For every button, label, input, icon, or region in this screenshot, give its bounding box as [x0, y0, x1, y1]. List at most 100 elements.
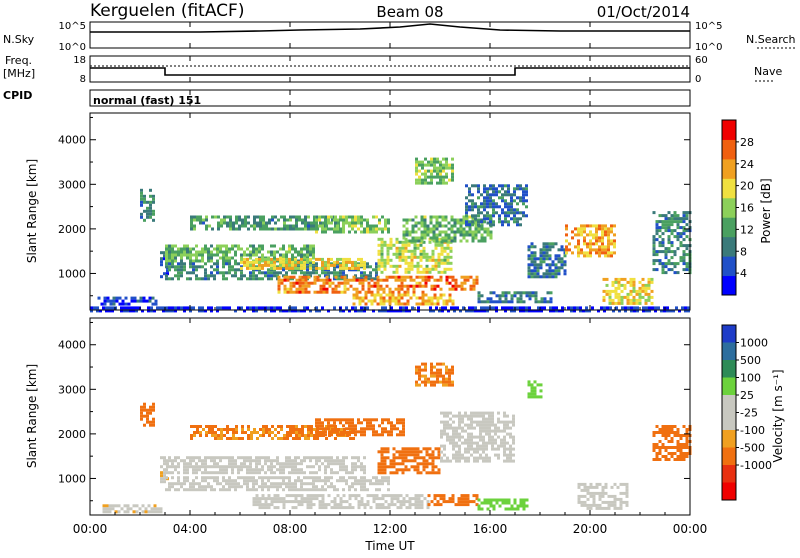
data-bin: [443, 423, 446, 427]
data-bin: [303, 266, 306, 270]
data-bin: [402, 306, 405, 310]
data-bin: [276, 482, 279, 486]
data-bin: [310, 224, 313, 228]
data-bin: [501, 199, 504, 203]
data-bin: [491, 420, 494, 424]
data-bin: [607, 230, 610, 234]
data-bin: [586, 254, 589, 258]
data-bin: [102, 510, 106, 514]
data-bin: [327, 456, 330, 460]
data-bin: [330, 485, 333, 489]
data-bin: [470, 411, 473, 415]
data-bin: [282, 260, 285, 264]
data-bin: [497, 426, 500, 430]
data-bin: [223, 428, 226, 431]
data-bin: [619, 503, 623, 507]
data-bin: [282, 462, 285, 466]
data-bin: [140, 405, 143, 409]
data-bin: [210, 265, 213, 269]
data-bin: [418, 284, 422, 288]
data-bin: [629, 277, 633, 281]
data-bin: [258, 456, 261, 460]
data-bin: [381, 421, 384, 425]
data-bin: [309, 465, 312, 469]
data-bin: [437, 258, 441, 262]
data-bin: [318, 427, 321, 431]
data-bin: [222, 488, 225, 492]
data-bin: [351, 263, 354, 267]
data-bin: [443, 261, 447, 265]
data-bin: [383, 264, 387, 268]
data-bin: [288, 266, 291, 270]
data-bin: [453, 233, 457, 237]
data-bin: [145, 299, 149, 303]
data-bin: [539, 395, 543, 399]
data-bin: [289, 215, 292, 219]
data-bin: [620, 277, 624, 281]
data-bin: [416, 264, 420, 268]
data-bin: [372, 424, 375, 428]
data-bin: [207, 256, 210, 260]
data-bin: [354, 468, 357, 472]
data-bin: [378, 424, 381, 428]
data-bin: [629, 301, 633, 305]
data-bin: [388, 299, 392, 303]
data-bin: [638, 280, 642, 284]
x-tick-label: 08:00: [273, 522, 308, 536]
data-bin: [455, 453, 458, 457]
data-bin: [588, 309, 591, 313]
data-bin: [330, 468, 333, 472]
data-bin: [168, 256, 171, 260]
data-bin: [433, 278, 437, 282]
data-bin: [273, 497, 277, 501]
data-bin: [583, 254, 586, 258]
data-bin: [443, 258, 447, 262]
data-bin: [140, 203, 143, 207]
data-bin: [474, 202, 477, 206]
data-bin: [207, 465, 210, 469]
data-bin: [483, 239, 487, 243]
data-bin: [592, 224, 595, 228]
data-bin: [509, 447, 512, 451]
data-bin: [304, 287, 308, 291]
data-bin: [345, 471, 348, 475]
data-bin: [219, 244, 222, 248]
data-bin: [452, 432, 455, 436]
data-bin: [479, 435, 482, 439]
data-bin: [488, 441, 491, 445]
data-bin: [339, 271, 342, 275]
data-bin: [685, 434, 689, 437]
data-bin: [168, 482, 171, 486]
data-bin: [415, 166, 418, 170]
data-bin: [267, 268, 270, 272]
data-bin: [213, 476, 216, 480]
data-bin: [135, 504, 139, 508]
data-bin: [345, 306, 348, 310]
data-bin: [433, 380, 436, 384]
data-bin: [586, 245, 589, 249]
data-bin: [174, 488, 177, 492]
data-bin: [303, 459, 306, 463]
data-bin: [225, 247, 228, 251]
data-bin: [351, 215, 354, 219]
data-bin: [527, 275, 531, 279]
data-bin: [313, 221, 316, 225]
data-bin: [443, 459, 446, 463]
data-bin: [413, 255, 417, 259]
data-bin: [133, 296, 137, 300]
data-bin: [306, 506, 310, 510]
data-bin: [324, 418, 327, 422]
data-bin: [180, 253, 183, 257]
data-bin: [146, 209, 149, 213]
data-bin: [177, 488, 180, 492]
data-bin: [545, 248, 549, 252]
data-bin: [321, 500, 325, 504]
data-bin: [282, 268, 285, 272]
data-bin: [259, 218, 262, 222]
data-bin: [426, 230, 430, 234]
data-bin: [422, 465, 426, 469]
data-bin: [676, 428, 680, 431]
data-bin: [270, 253, 273, 257]
data-bin: [451, 157, 454, 161]
data-bin: [467, 450, 470, 454]
